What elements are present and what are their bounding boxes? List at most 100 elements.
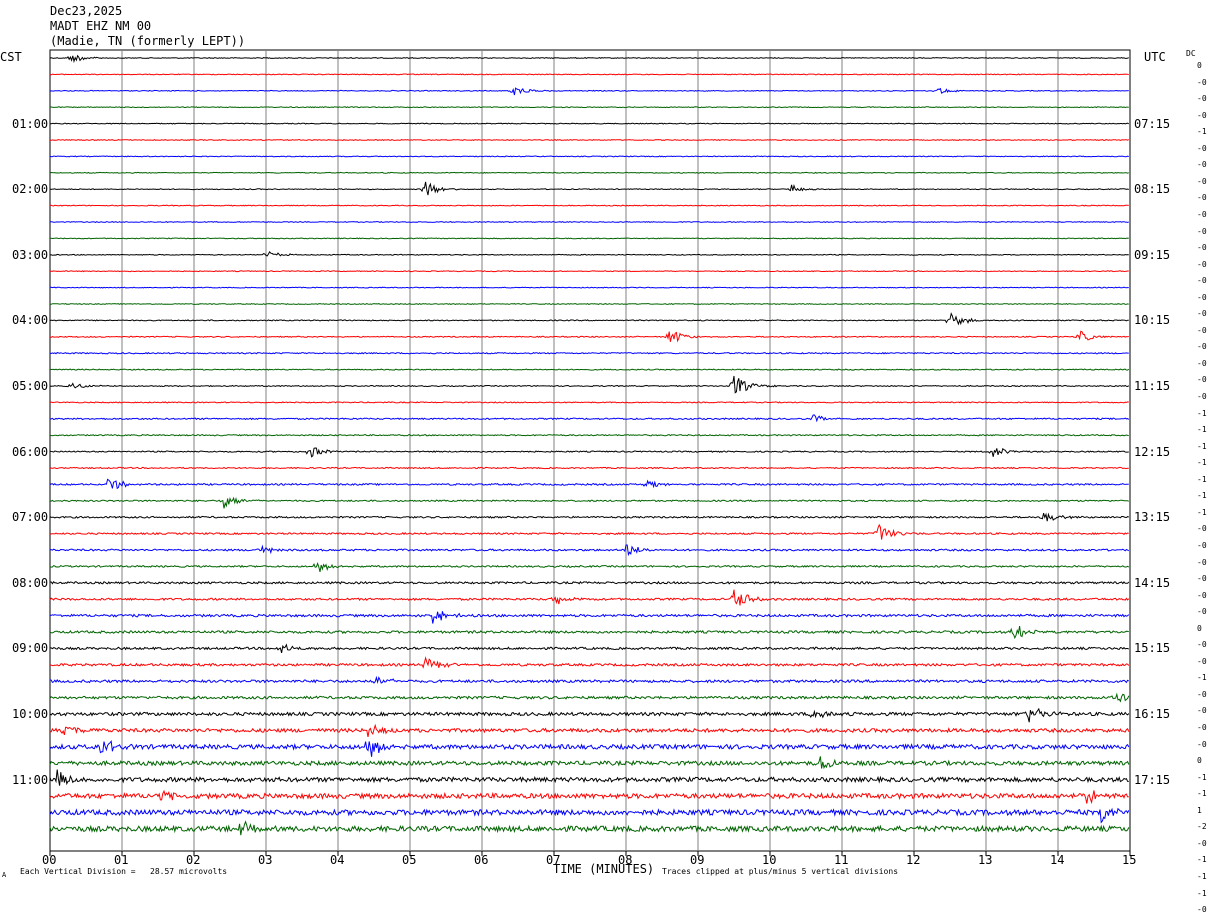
x-axis-title: TIME (MINUTES) [553,862,655,876]
trace-line [49,523,1129,540]
trace-line [49,611,1130,624]
dc-offset-value: -0 [1197,209,1207,219]
trace-line [49,414,1130,423]
left-hour-label: 07:00 [12,510,49,525]
trace-line [49,204,1129,207]
left-hour-label: 03:00 [12,247,49,262]
x-tick-label: 04 [330,853,345,867]
trace-line [49,251,1129,257]
x-tick-label: 10 [762,853,777,867]
clip-note: Traces clipped at plus/minus 5 vertical … [662,867,899,876]
trace-line [50,122,1130,125]
dc-offset-value: -0 [1197,309,1207,319]
dc-offset-value: -0 [1197,557,1207,567]
left-hour-label: 08:00 [12,575,49,590]
trace-line [50,139,1130,141]
dc-offset-value: -0 [1197,160,1207,170]
dc-offset-value: -0 [1197,640,1207,650]
dc-offset-value: -0 [1197,176,1207,186]
dc-offset-value: -2 [1197,822,1207,832]
trace-line [49,820,1130,836]
dc-offset-value: -1 [1197,772,1207,782]
dc-offset-value: -0 [1197,243,1207,253]
header-location: (Madie, TN (formerly LEPT)) [50,34,246,48]
left-hour-label: 10:00 [12,707,49,721]
dc-offset-value: -0 [1197,292,1207,302]
trace-line [49,466,1129,470]
right-hour-label: 17:15 [1134,772,1171,787]
right-hour-label: 16:15 [1134,707,1171,721]
trace-line [49,656,1130,669]
dc-offset-value: 0 [1197,756,1202,766]
dc-offset-value: -1 [1197,474,1207,484]
trace-line [49,73,1129,76]
dc-offset-value: -1 [1197,789,1207,799]
dc-offset-value: -0 [1197,607,1207,617]
x-tick-label: 13 [978,853,993,867]
dc-offset-value: -0 [1197,905,1207,914]
x-tick-label: 02 [186,853,201,867]
trace-line [49,155,1129,158]
left-hour-label: 11:00 [12,772,49,787]
dc-offset-value: -0 [1197,226,1207,236]
dc-offset-value: -0 [1197,540,1207,550]
x-tick-label: 05 [402,853,417,867]
dc-offset-value: -0 [1197,143,1207,153]
dc-offset-value: -0 [1197,193,1207,203]
trace-line [49,807,1130,824]
trace-line [49,270,1129,273]
trace-line [49,769,1129,786]
dc-offset-value: -0 [1197,94,1207,104]
left-hour-label: 01:00 [12,116,49,131]
dc-offset-value: -0 [1197,723,1207,732]
x-tick-label: 08 [618,853,633,867]
right-hour-label: 14:15 [1134,575,1171,590]
x-tick-label: 11 [834,853,849,867]
trace-line [49,433,1129,437]
helicorder-plot [49,49,1131,856]
dc-offset-value: -0 [1197,656,1207,666]
header-station: MADT EHZ NM 00 [50,19,152,33]
right-hour-label: 10:15 [1134,313,1171,328]
right-hour-label: 12:15 [1134,444,1171,459]
dc-offset-value: -1 [1197,855,1207,865]
trace-line [49,740,1130,757]
right-hour-label: 09:15 [1134,247,1171,262]
dc-offset-value: 1 [1197,805,1202,815]
trace-line [49,723,1130,737]
right-hour-label: 11:15 [1134,379,1171,393]
left-hour-label: 09:00 [12,641,49,656]
trace-line [49,181,1129,196]
dc-offset-value: -1 [1197,491,1207,501]
trace-line [49,562,1130,573]
trace-line [50,643,1130,654]
trace-line [49,478,1129,490]
left-hour-label: 05:00 [12,379,49,393]
corner-mark: A [2,871,7,879]
x-tick-label: 09 [690,853,705,867]
right-hour-label: 13:15 [1134,510,1171,525]
dc-offset-value: -1 [1197,425,1207,435]
trace-line [49,303,1129,305]
dc-offset-value: -0 [1197,325,1207,335]
dc-offset-value: -1 [1197,408,1207,418]
trace-line [49,286,1129,289]
trace-line [49,351,1129,355]
trace-line [49,544,1130,557]
trace-line [49,789,1129,805]
trace-line [49,447,1129,458]
dc-offset-value: -0 [1197,358,1207,368]
plot-frame [49,49,1131,852]
trace-line [49,496,1129,509]
x-tick-label: 01 [114,853,129,867]
dc-offset-value: -0 [1197,77,1207,87]
trace-line [49,512,1129,522]
trace-line [49,589,1130,606]
trace-line [49,692,1130,703]
x-tick-label: 00 [42,853,57,867]
trace-line [49,54,1129,64]
dc-offset-value: -1 [1197,871,1207,881]
dc-offset-value: -1 [1197,507,1207,517]
dc-offset-value: -1 [1197,127,1207,137]
dc-offset-value: -0 [1197,276,1207,286]
